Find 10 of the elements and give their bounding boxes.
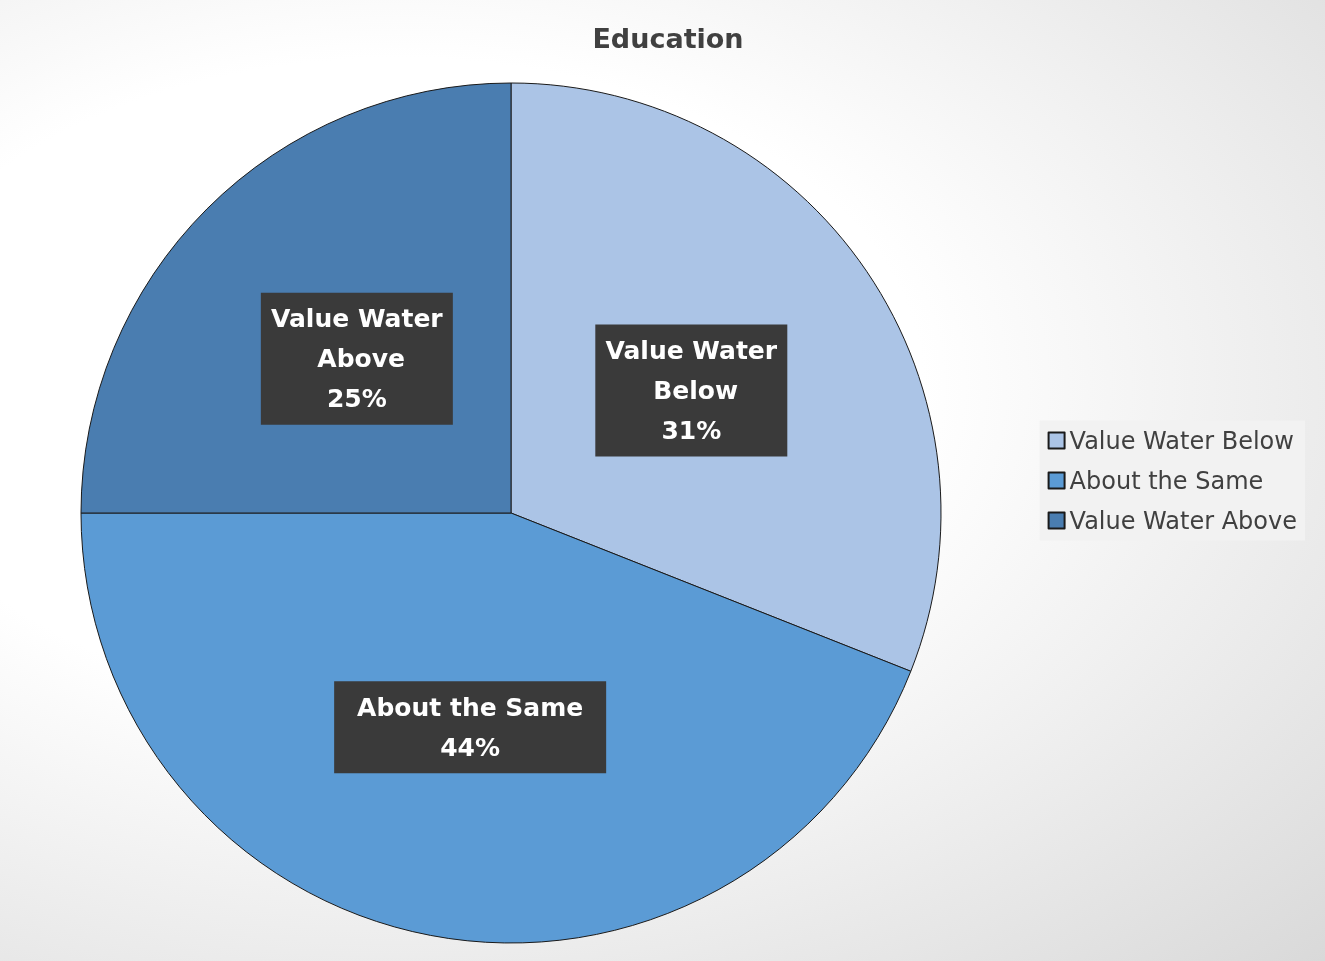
slice-label: Value Water Above	[271, 304, 444, 374]
data-label: 44%	[440, 732, 501, 762]
legend-label: About the Same	[1069, 466, 1264, 495]
data-label: 25%	[326, 384, 387, 414]
legend-label: Value Water Above	[1069, 506, 1298, 535]
chart-title: Education	[592, 23, 744, 54]
legend-label: Value Water Below	[1069, 426, 1294, 455]
data-label: 31%	[661, 415, 722, 445]
slice-label: About the Same	[357, 692, 584, 722]
slice-label: Value Water Below	[605, 335, 778, 405]
